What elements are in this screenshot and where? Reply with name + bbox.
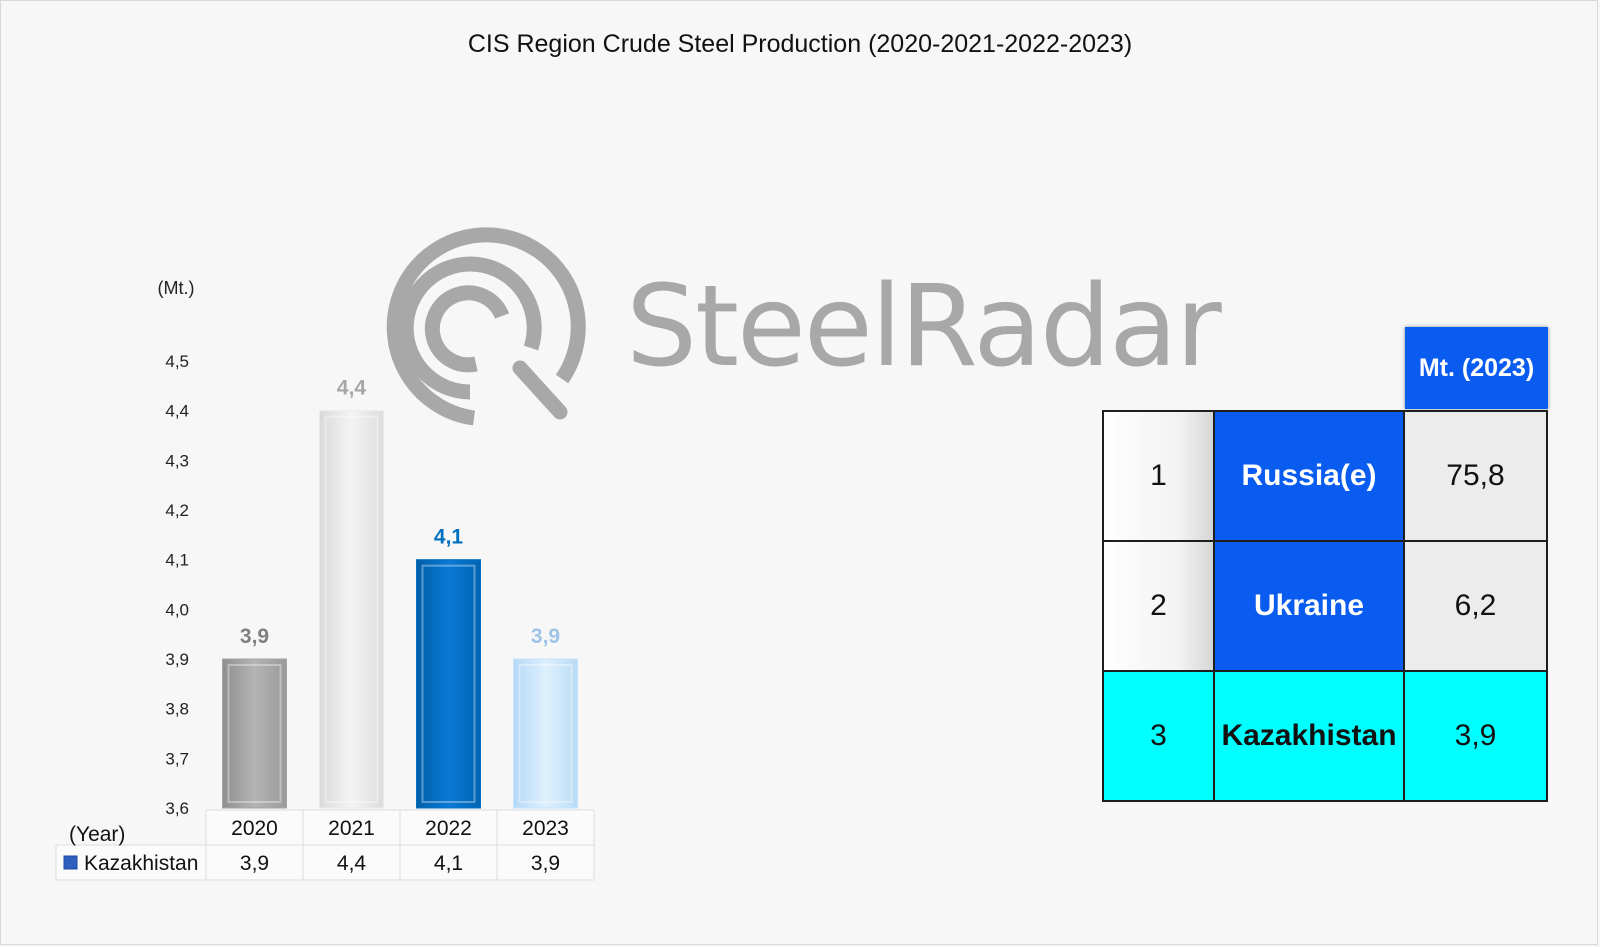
chart-title: CIS Region Crude Steel Production (2020-…: [467, 30, 1133, 58]
data-table-value: 3,9: [240, 852, 269, 875]
rank-cell: 2: [1102, 540, 1215, 672]
country-cell: Ukraine: [1213, 540, 1405, 672]
x-tick-label: 2022: [425, 817, 472, 840]
bar-value-label: 4,1: [434, 526, 464, 549]
data-table-value: 4,4: [337, 852, 367, 875]
x-axis-label: (Year): [69, 823, 125, 846]
y-tick-label: 4,4: [165, 402, 189, 421]
y-tick-label: 4,3: [165, 451, 189, 470]
bar-bevel: [324, 415, 379, 803]
legend-swatch: [63, 855, 78, 870]
ranking-row: 2 Ukraine 6,2: [1102, 540, 1548, 672]
data-table-value: 3,9: [531, 852, 560, 875]
ranking-row-highlighted: 3 Kazakhistan 3,9: [1102, 670, 1548, 802]
ranking-row: 1 Russia(e) 75,8: [1102, 410, 1548, 542]
rank-cell: 1: [1102, 410, 1215, 542]
ranking-table-header: Mt. (2023): [1405, 327, 1548, 409]
country-cell: Kazakhistan: [1213, 670, 1405, 802]
bar-value-label: 3,9: [240, 625, 269, 648]
value-cell: 6,2: [1403, 540, 1548, 672]
data-table-series-row: [55, 844, 595, 881]
data-table: (Year) 2020 3,9 2021 4,4 2022 4,1 2023 3,9 Kazakh…: [55, 809, 595, 881]
data-table-value: 4,1: [434, 852, 463, 875]
y-tick-label: 3,8: [165, 700, 189, 719]
bar-value-label: 3,9: [531, 625, 560, 648]
x-tick-label: 2020: [231, 817, 278, 840]
value-cell: 3,9: [1403, 670, 1548, 802]
y-unit-label: (Mt.): [158, 278, 195, 298]
rank-cell: 3: [1102, 670, 1215, 802]
y-tick-label: 4,2: [165, 501, 189, 520]
y-tick-label: 3,6: [165, 799, 189, 818]
x-tick-label: 2021: [328, 817, 375, 840]
y-tick-label: 4,5: [165, 352, 189, 371]
bars-group: 3,9 4,4 4,1 3,9: [222, 377, 578, 809]
bar: [319, 410, 384, 809]
y-tick-label: 3,9: [165, 650, 189, 669]
bar: [513, 658, 578, 809]
bar-bevel: [227, 664, 282, 803]
value-cell: 75,8: [1403, 410, 1548, 542]
bar: [416, 559, 481, 809]
y-tick-label: 4,1: [165, 551, 189, 570]
y-axis: 3,6 3,7 3,8 3,9 4,0 4,1 4,2 4,3 4,4 4,5: [165, 352, 189, 818]
y-tick-label: 4,0: [165, 600, 189, 619]
bar-bevel: [518, 664, 573, 803]
ranking-table: 1 Russia(e) 75,8 2 Ukraine 6,2 3 Kazakhi…: [1102, 410, 1548, 802]
country-cell: Russia(e): [1213, 410, 1405, 542]
y-tick-label: 3,7: [165, 749, 189, 768]
bar-bevel: [421, 564, 476, 804]
x-tick-label: 2023: [522, 817, 569, 840]
bar: [222, 658, 287, 809]
bar-value-label: 4,4: [337, 377, 367, 400]
legend-series-name: Kazakhistan: [84, 852, 198, 875]
